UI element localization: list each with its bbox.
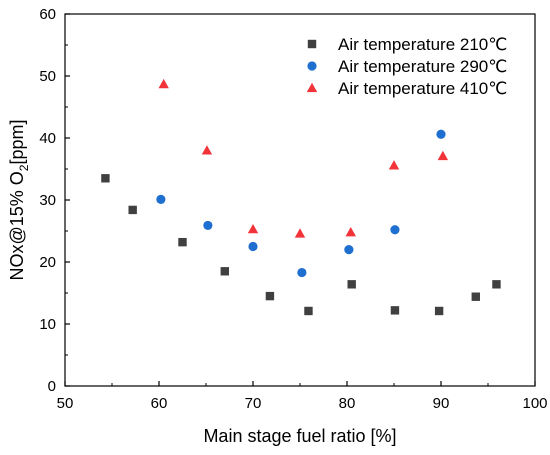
y-tick-label: 60 [39, 6, 56, 23]
data-point-triangle [247, 223, 259, 234]
data-point-triangle [388, 160, 400, 170]
legend-label: Air temperature 410℃ [338, 79, 507, 98]
data-point-square [178, 237, 187, 247]
data-point-triangle [345, 227, 356, 237]
data-point-triangle [201, 145, 213, 155]
y-tick-label: 50 [39, 68, 56, 85]
data-point-circle [248, 241, 258, 252]
data-point-circle [390, 225, 400, 235]
data-point-triangle [158, 78, 169, 89]
y-axis-title-prefix: NOx@15% O [7, 171, 27, 280]
data-point-triangle [437, 150, 449, 161]
data-point-circle [436, 129, 446, 139]
data-point-square [265, 291, 275, 301]
data-point-circle [344, 245, 354, 255]
data-point-circle [156, 194, 166, 204]
data-point-square [492, 280, 501, 289]
data-point-circle [297, 267, 307, 278]
y-tick-label: 0 [48, 378, 56, 395]
legend-marker-square [307, 39, 317, 49]
x-tick-label: 50 [57, 395, 74, 412]
data-point-circle [203, 220, 213, 231]
y-tick-label: 30 [39, 192, 56, 209]
y-tick-label: 20 [39, 254, 56, 271]
legend-marker-circle [307, 61, 317, 71]
axis-ticks: 50 60 70 80 90 100 0 10 20 30 40 50 60 [39, 6, 547, 412]
y-axis-title: NOx@15% O2[ppm] [7, 119, 31, 280]
y-axis-title-suffix: [ppm] [7, 119, 27, 164]
data-point-square [434, 306, 444, 316]
data-points [101, 78, 501, 316]
data-point-square [304, 306, 313, 316]
data-point-square [128, 205, 137, 215]
data-point-square [471, 292, 480, 301]
data-point-square [101, 174, 110, 183]
data-point-square [390, 306, 400, 315]
data-point-square [220, 267, 229, 276]
x-tick-label: 90 [433, 395, 450, 412]
x-axis-title: Main stage fuel ratio [%] [203, 426, 396, 446]
x-tick-label: 70 [245, 395, 262, 412]
data-point-triangle [294, 228, 306, 238]
legend-label: Air temperature 210℃ [338, 35, 507, 54]
x-tick-label: 60 [151, 395, 168, 412]
legend-label: Air temperature 290℃ [338, 57, 507, 76]
x-tick-label: 80 [339, 395, 356, 412]
data-point-square [347, 280, 356, 289]
y-tick-label: 40 [39, 130, 56, 147]
x-tick-label: 100 [522, 395, 547, 412]
legend: Air temperature 210℃ Air temperature 290℃… [306, 35, 507, 98]
legend-marker-triangle [306, 82, 318, 93]
y-axis-title-subscript: 2 [17, 164, 31, 171]
y-tick-label: 10 [39, 316, 56, 333]
